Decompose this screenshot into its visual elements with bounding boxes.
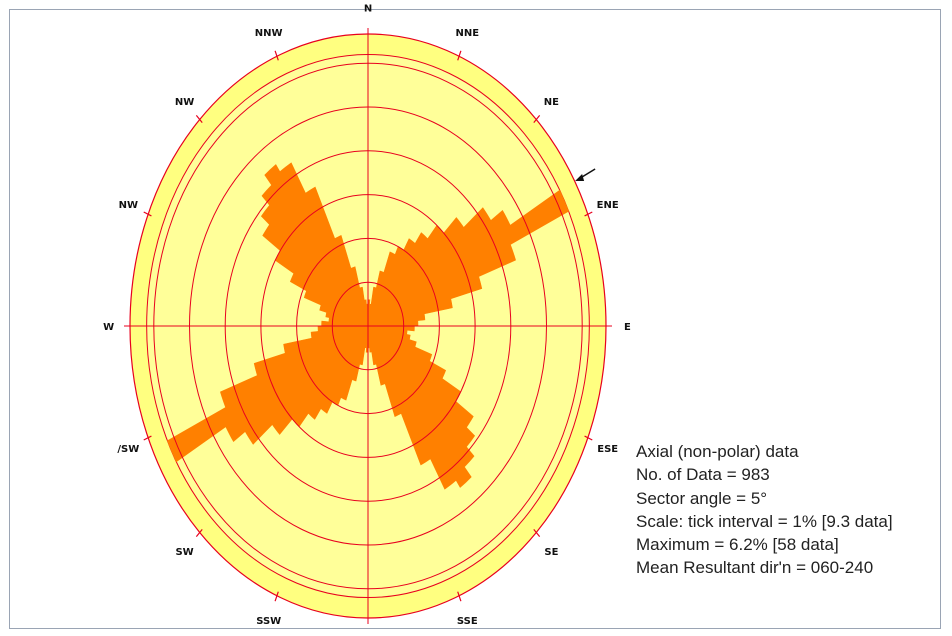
direction-label-NE: NE <box>544 97 559 108</box>
rim-tick-WSW <box>143 435 152 441</box>
petal-240-245 <box>167 325 369 463</box>
stats-panel: Axial (non-polar) data No. of Data = 983… <box>636 440 893 580</box>
direction-label-SW: SW <box>175 547 193 558</box>
petal-320-325 <box>264 164 369 327</box>
scale-label: Scale: tick interval = 1% [9.3 data] <box>636 511 893 531</box>
petal-140-145 <box>367 325 472 488</box>
rim-tick-NNW <box>274 50 279 61</box>
direction-label-E: E <box>624 322 631 333</box>
direction-label-ESE: ESE <box>597 444 618 455</box>
rim-tick-WNW <box>143 211 152 217</box>
rim-tick-ENE <box>584 211 593 217</box>
direction-label-N: N <box>364 4 372 15</box>
direction-label-SSW: SSW <box>256 616 281 627</box>
rim-tick-NNE <box>457 50 462 61</box>
maximum-label: Maximum = 6.2% [58 data] <box>636 535 839 555</box>
rim-tick-NW <box>195 115 203 124</box>
direction-label-SE: SE <box>544 547 558 558</box>
petal-340-345 <box>350 266 369 327</box>
rim-tick-SE <box>533 528 541 537</box>
petal-155-160 <box>367 325 402 417</box>
direction-label-SSE: SSE <box>457 616 478 627</box>
petal-75-80 <box>367 298 453 327</box>
direction-label-ENE: ENE <box>597 200 619 211</box>
direction-label-W: W <box>103 322 114 333</box>
figure-frame <box>9 9 941 629</box>
direction-label-WSW: /SW <box>117 444 139 455</box>
petal-350-355 <box>363 299 369 327</box>
rim-tick-SSW <box>274 591 279 602</box>
petal-165-170 <box>367 325 377 366</box>
petal-250-255 <box>253 325 369 376</box>
direction-label-WNW: NW <box>119 200 138 211</box>
direction-label-NNW: NNW <box>255 28 283 39</box>
petal-330-335 <box>305 186 369 327</box>
petal-60-65 <box>367 189 569 327</box>
rim-tick-NE <box>533 115 541 124</box>
petal-170-175 <box>367 325 373 353</box>
rim-tick-ESE <box>584 435 593 441</box>
mean-direction-label: Mean Resultant dir'n = 060-240 <box>636 558 874 578</box>
petal-245-250 <box>220 325 369 408</box>
rim-tick-SSE <box>457 591 462 602</box>
direction-label-NW: NW <box>175 97 194 108</box>
petal-65-70 <box>367 244 516 327</box>
petal-70-75 <box>367 276 483 327</box>
petal-150-155 <box>367 325 431 466</box>
mean-direction-arrow-icon <box>575 168 596 181</box>
petal-255-260 <box>283 325 369 354</box>
data-count-label: No. of Data = 983 <box>636 465 770 485</box>
petal-260-265 <box>310 325 369 339</box>
petal-160-165 <box>367 325 386 386</box>
data-mode-label: Axial (non-polar) data <box>636 442 799 461</box>
sector-angle-label: Sector angle = 5° <box>636 488 768 508</box>
petal-80-85 <box>367 313 426 327</box>
rim-tick-SW <box>195 528 203 537</box>
petal-345-350 <box>359 286 369 327</box>
petal-145-150 <box>367 325 457 490</box>
petal-335-340 <box>334 235 369 327</box>
direction-label-NNE: NNE <box>456 28 480 39</box>
petal-325-330 <box>279 162 369 327</box>
